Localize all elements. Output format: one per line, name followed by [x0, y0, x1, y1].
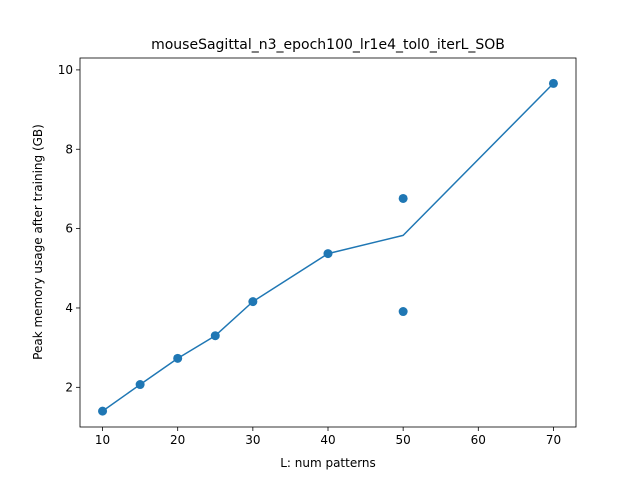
x-tick-label: 70 — [546, 433, 561, 447]
data-point — [548, 78, 558, 88]
plot-frame — [79, 57, 577, 428]
data-point — [323, 249, 333, 259]
y-tick-label: 10 — [58, 63, 73, 77]
data-point — [248, 297, 258, 307]
chart-title: mouseSagittal_n3_epoch100_lr1e4_tol0_ite… — [151, 37, 505, 53]
plot-area: 10 20 30 40 50 60 70 2 4 6 8 10 — [58, 57, 577, 447]
x-tick-label: 30 — [245, 433, 260, 447]
x-tick-label: 50 — [396, 433, 411, 447]
data-point — [398, 307, 408, 317]
y-tick-label: 2 — [65, 380, 73, 394]
series-line — [102, 82, 554, 412]
data-point — [98, 406, 108, 416]
data-point — [135, 380, 145, 390]
y-tick-label: 6 — [65, 222, 73, 236]
x-tick-label: 60 — [471, 433, 486, 447]
y-axis-label: Peak memory usage after training (GB) — [31, 124, 45, 360]
x-tick-label: 20 — [170, 433, 185, 447]
x-tick-label: 40 — [320, 433, 335, 447]
data-point — [210, 331, 220, 341]
y-tick-label: 4 — [65, 301, 73, 315]
y-tick-label: 8 — [65, 142, 73, 156]
data-point — [173, 353, 183, 363]
data-point — [398, 193, 408, 203]
x-axis-label: L: num patterns — [280, 456, 376, 470]
x-tick-label: 10 — [95, 433, 110, 447]
